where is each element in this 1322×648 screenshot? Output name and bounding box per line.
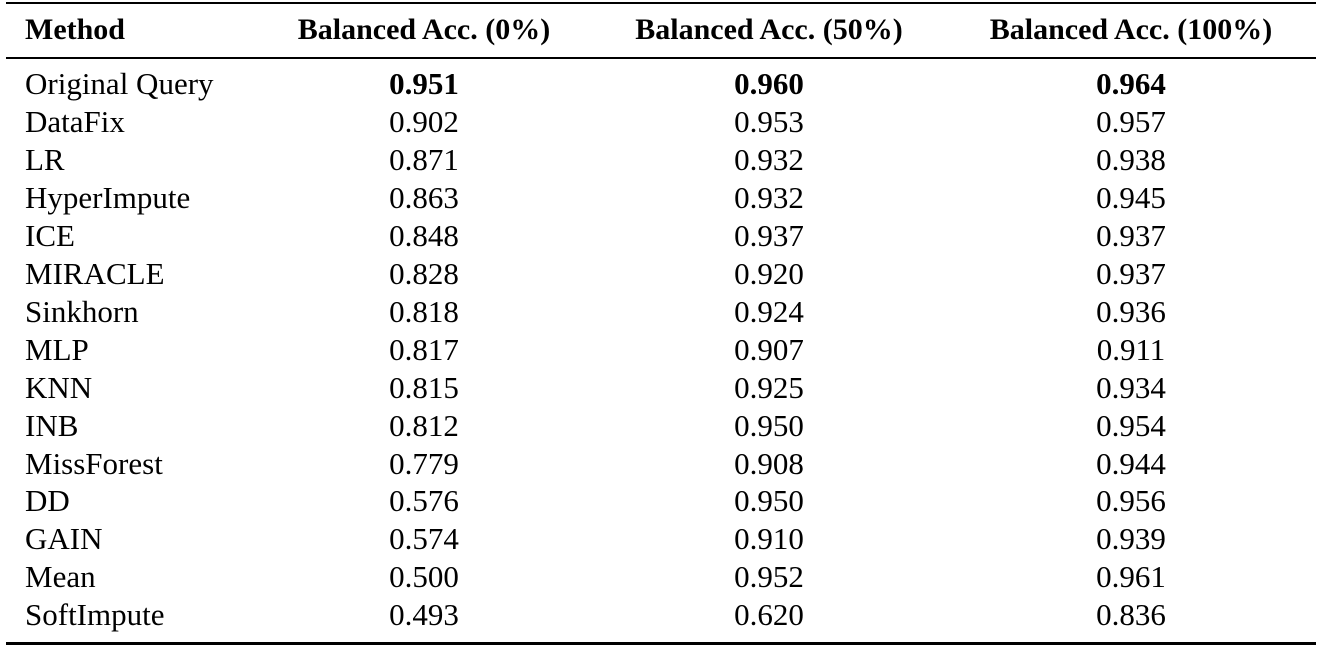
score-cell: 0.493: [389, 597, 459, 633]
column-header: Balanced Acc. (0%): [297, 13, 551, 46]
bottom-rule: [6, 642, 1316, 645]
score-cell: 0.956: [1096, 483, 1166, 519]
score-cell: 0.936: [1096, 293, 1166, 329]
method-cell: LR: [25, 141, 65, 177]
score-cell: 0.871: [389, 141, 459, 177]
score-cell: 0.960: [734, 66, 804, 101]
score-cell: 0.932: [734, 179, 804, 215]
method-cell: MLP: [25, 331, 89, 367]
method-cell: GAIN: [25, 521, 103, 557]
score-cell: 0.953: [734, 103, 804, 139]
score-cell: 0.911: [1096, 331, 1166, 367]
score-cell: 0.954: [1096, 407, 1166, 443]
score-cell: 0.920: [734, 255, 804, 291]
score-cell: 0.939: [1096, 521, 1166, 557]
method-cell: SoftImpute: [25, 597, 165, 633]
score-cell: 0.620: [734, 597, 804, 633]
score-cell: 0.961: [1096, 559, 1166, 595]
method-cell: DataFix: [25, 103, 125, 139]
score-cell: 0.576: [389, 483, 459, 519]
score-cell: 0.902: [389, 103, 459, 139]
score-cell: 0.925: [734, 369, 804, 405]
score-cell: 0.779: [389, 445, 459, 481]
score-cell: 0.934: [1096, 369, 1166, 405]
method-cell: Sinkhorn: [25, 293, 139, 329]
column-header: Method: [25, 13, 125, 46]
score-cell: 0.815: [389, 369, 459, 405]
score-cell: 0.937: [734, 217, 804, 253]
score-cell: 0.907: [734, 331, 804, 367]
score-cell: 0.937: [1096, 255, 1166, 291]
score-cell: 0.910: [734, 521, 804, 557]
score-cell: 0.952: [734, 559, 804, 595]
method-cell: ICE: [25, 217, 75, 253]
score-cell: 0.848: [389, 217, 459, 253]
score-cell: 0.924: [734, 293, 804, 329]
score-cell: 0.932: [734, 141, 804, 177]
score-cell: 0.812: [389, 407, 459, 443]
score-cell: 0.937: [1096, 217, 1166, 253]
score-cell: 0.964: [1096, 66, 1166, 101]
score-cell: 0.945: [1096, 179, 1166, 215]
score-cell: 0.944: [1096, 445, 1166, 481]
score-cell: 0.863: [389, 179, 459, 215]
method-cell: DD: [25, 483, 70, 519]
score-cell: 0.500: [389, 559, 459, 595]
score-cell: 0.938: [1096, 141, 1166, 177]
score-cell: 0.818: [389, 293, 459, 329]
score-cell: 0.836: [1096, 597, 1166, 633]
column-header: Balanced Acc. (50%): [635, 13, 903, 46]
method-cell: MissForest: [25, 445, 163, 481]
method-cell: Original Query: [25, 66, 214, 101]
top-rule: [6, 2, 1316, 4]
method-cell: INB: [25, 407, 79, 443]
method-cell: Mean: [25, 559, 96, 595]
score-cell: 0.828: [389, 255, 459, 291]
method-cell: KNN: [25, 369, 93, 405]
column-header: Balanced Acc. (100%): [989, 13, 1273, 46]
method-cell: MIRACLE: [25, 255, 165, 291]
header-rule: [6, 57, 1316, 59]
score-cell: 0.950: [734, 407, 804, 443]
score-cell: 0.951: [389, 66, 459, 101]
score-cell: 0.908: [734, 445, 804, 481]
score-cell: 0.574: [389, 521, 459, 557]
score-cell: 0.950: [734, 483, 804, 519]
method-cell: HyperImpute: [25, 179, 191, 215]
score-cell: 0.957: [1096, 103, 1166, 139]
score-cell: 0.817: [389, 331, 459, 367]
